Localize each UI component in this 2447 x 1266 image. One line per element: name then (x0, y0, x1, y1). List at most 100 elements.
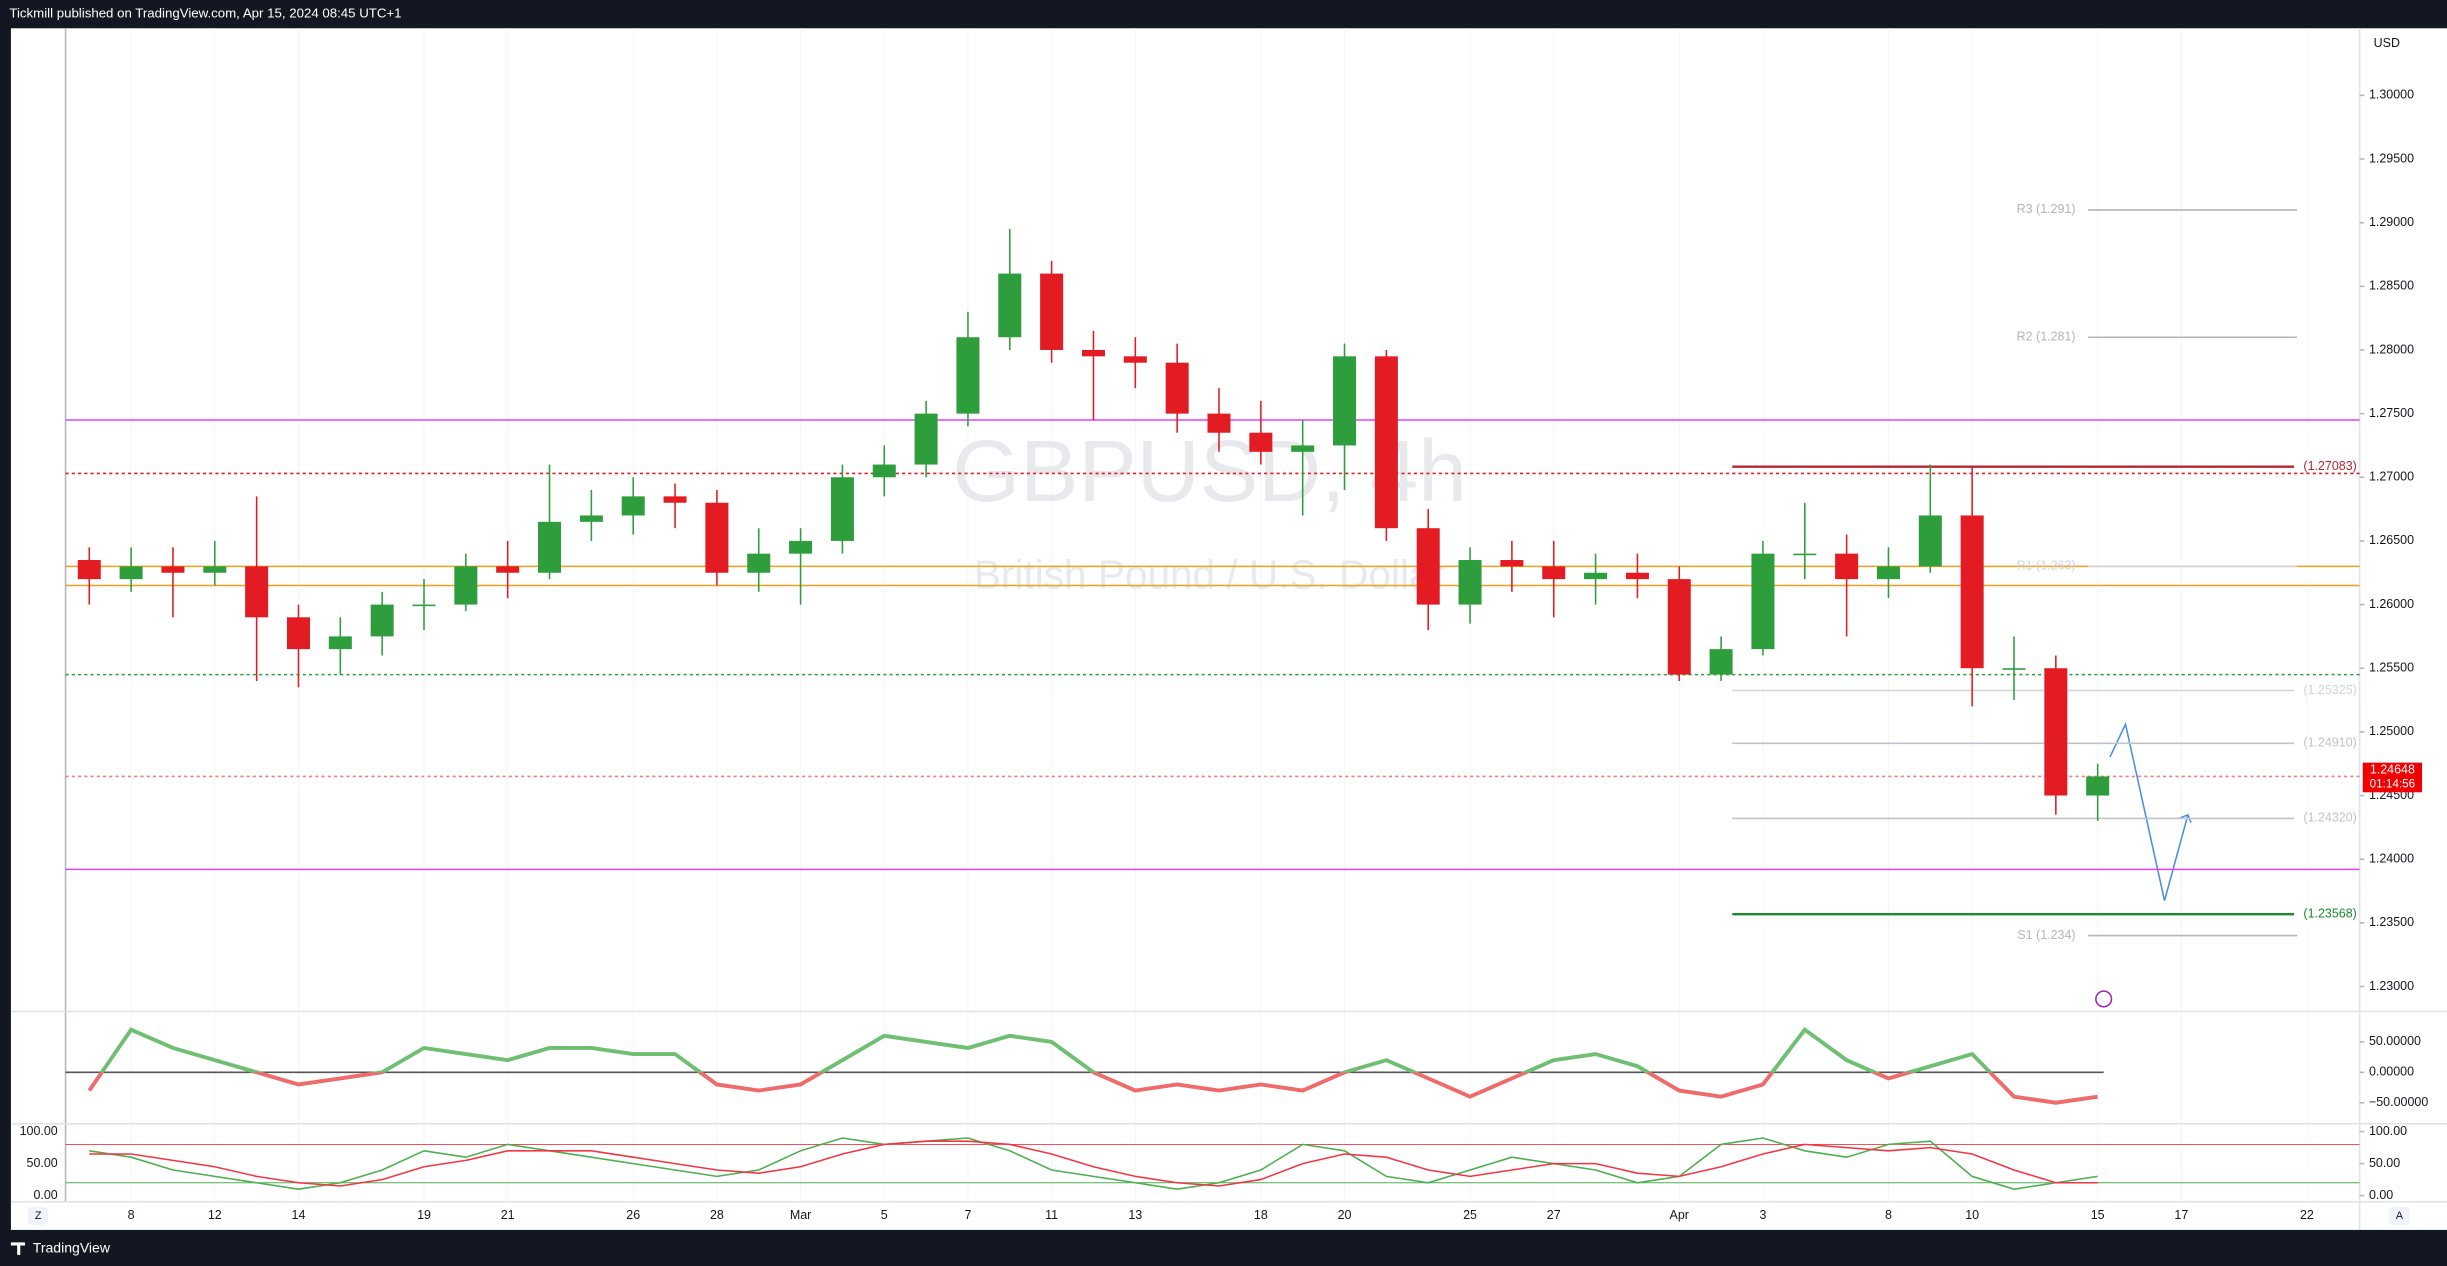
x-tick-label: 13 (1128, 1208, 1142, 1222)
watermark-subtitle: British Pound / U.S. Dollar (974, 551, 1445, 597)
y-tick-label: 50.00000 (2369, 1034, 2421, 1048)
x-tick-label: 28 (710, 1208, 724, 1222)
candle-body (203, 566, 227, 573)
x-tick-label: 25 (1463, 1208, 1477, 1222)
candle-body (496, 566, 520, 573)
candle-body (914, 413, 938, 465)
x-tick-label: 27 (1547, 1208, 1561, 1222)
candle-body (161, 566, 185, 573)
level-label: (1.24910) (2303, 736, 2356, 750)
a-button-label[interactable]: A (2396, 1210, 2404, 1222)
y-tick-label: 1.25000 (2369, 724, 2414, 738)
candle-body (2086, 776, 2110, 796)
candle-body (1123, 356, 1147, 363)
candle-body (1249, 432, 1273, 452)
candle-body (538, 521, 562, 573)
candle-body (789, 540, 813, 554)
x-tick-label: 8 (1885, 1208, 1892, 1222)
candle-body (747, 553, 771, 573)
y-tick-label-left: 0.00 (33, 1188, 57, 1202)
x-tick-label: 12 (208, 1208, 222, 1222)
candle-body (1374, 356, 1398, 529)
candle-body (705, 502, 729, 573)
candle-body (1876, 566, 1900, 580)
y-tick-label: 1.26500 (2369, 533, 2414, 547)
y-tick-label: 0.00000 (2369, 1065, 2414, 1079)
x-tick-label: 11 (1045, 1208, 1058, 1222)
x-tick-label: 22 (2300, 1208, 2314, 1222)
event-icon[interactable] (2095, 990, 2113, 1008)
candle-body (663, 496, 687, 503)
candle-body (1040, 273, 1064, 350)
stoch-line (89, 1140, 2098, 1187)
candle-body (1291, 445, 1315, 452)
candle-body (1458, 560, 1482, 605)
candle-body (1416, 528, 1440, 605)
candle-body (1918, 515, 1942, 567)
last-price-label: 1.24648 (2370, 763, 2415, 777)
y-tick-label: 1.29000 (2369, 215, 2414, 229)
candle-body (412, 604, 436, 607)
z-button-label[interactable]: Z (35, 1210, 42, 1222)
pivot-label: S1 (1.234) (2017, 928, 2075, 942)
y-tick-label: 1.27500 (2369, 406, 2414, 420)
last-price-tag (2362, 762, 2423, 793)
pivot-label: R3 (1.291) (2017, 202, 2076, 216)
candle-body (872, 464, 896, 478)
level-label: (1.23568) (2303, 906, 2356, 920)
x-tick-label: 18 (1254, 1208, 1268, 1222)
candle-body (1333, 356, 1357, 446)
candle-body (2044, 668, 2068, 796)
projection-arrowhead (2179, 813, 2192, 823)
chart-area (10, 28, 2447, 1230)
x-tick-label: 3 (1759, 1208, 1766, 1222)
y-tick-label: 100.00 (2369, 1124, 2407, 1138)
x-tick-label: 14 (292, 1208, 306, 1222)
x-tick-label: 17 (2174, 1208, 2188, 1222)
x-tick-label: 10 (1965, 1208, 1979, 1222)
level-label: (1.25325) (2303, 683, 2356, 697)
candle-body (1793, 553, 1817, 556)
candle-body (119, 566, 143, 580)
x-tick-label: 26 (626, 1208, 640, 1222)
y-tick-label: 1.24000 (2369, 851, 2414, 865)
y-tick-label: 1.28500 (2369, 279, 2414, 293)
y-tick-label: 0.00 (2369, 1188, 2393, 1202)
candle-body (286, 617, 310, 650)
candle-body (77, 560, 101, 580)
z-button[interactable] (28, 1206, 49, 1226)
y-tick-label: 1.29500 (2369, 151, 2414, 165)
x-tick-label: Apr (1670, 1208, 1689, 1222)
candle-body (1667, 579, 1691, 675)
candle-body (245, 566, 269, 618)
candle-body (1081, 349, 1105, 357)
y-tick-label-left: 100.00 (20, 1124, 58, 1138)
x-tick-label: Mar (790, 1208, 811, 1222)
header-title: Tickmill published on TradingView.com, A… (9, 6, 401, 21)
y-tick-label: 1.25500 (2369, 661, 2414, 675)
candle-body (621, 496, 645, 516)
x-tick-label: 20 (1338, 1208, 1352, 1222)
candle-body (579, 515, 603, 522)
candle-body (1835, 553, 1859, 580)
a-button[interactable] (2389, 1206, 2410, 1226)
projection-path (2109, 721, 2189, 901)
candle-body (454, 566, 478, 605)
candle-body (1584, 572, 1608, 580)
pivot-label: R2 (1.281) (2017, 330, 2076, 344)
y-tick-label: 50.00 (2369, 1156, 2400, 1170)
candle-body (1960, 515, 1984, 669)
y-tick-label: 1.23500 (2369, 915, 2414, 929)
y-tick-label: 1.28000 (2369, 342, 2414, 356)
x-tick-label: 5 (881, 1208, 888, 1222)
candle-body (1625, 572, 1649, 580)
level-label: (1.27083) (2303, 459, 2356, 473)
candle-body (1207, 413, 1231, 433)
x-tick-label: 15 (2091, 1208, 2105, 1222)
y-tick-label: 1.27000 (2369, 470, 2414, 484)
y-tick-label: 1.26000 (2369, 597, 2414, 611)
stoch-line (89, 1137, 2098, 1190)
candle-body (1751, 553, 1775, 650)
x-tick-label: 8 (128, 1208, 135, 1222)
